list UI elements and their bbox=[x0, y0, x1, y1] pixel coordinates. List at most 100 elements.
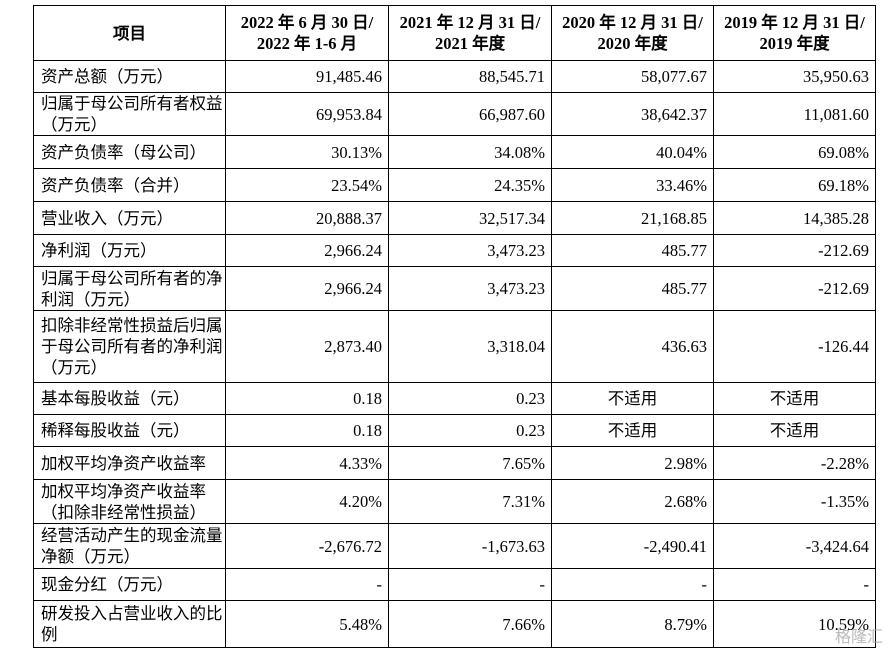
value-cell: 32,517.34 bbox=[388, 201, 552, 235]
value-cell: 66,987.60 bbox=[388, 92, 552, 136]
data-row: 净利润（万元） 2,966.24 3,473.23 485.77 -212.69 bbox=[33, 234, 876, 267]
data-row: 扣除非经常性损益后归属于母公司所有者的净利润（万元） 2,873.40 3,318.… bbox=[33, 310, 876, 383]
value-cell: 2,966.24 bbox=[225, 234, 389, 267]
value-cell: -3,424.64 bbox=[713, 523, 876, 569]
row-label: 资产总额（万元） bbox=[33, 60, 226, 93]
value-cell: -1.35% bbox=[713, 479, 876, 524]
header-text: 2022 年 6 月 30 日/ bbox=[240, 13, 374, 32]
data-row: 稀释每股收益（元） 0.18 0.23 不适用 不适用 bbox=[33, 414, 876, 447]
value-cell: 4.20% bbox=[225, 479, 389, 524]
value-cell: -1,673.63 bbox=[388, 523, 552, 569]
data-row: 经营活动产生的现金流量净额（万元） -2,676.72 -1,673.63 -2,49… bbox=[33, 523, 876, 569]
value-cell: 20,888.37 bbox=[225, 201, 389, 235]
row-label: 现金分红（万元） bbox=[33, 568, 226, 601]
value-cell: 2.68% bbox=[551, 479, 714, 524]
value-cell: -2,490.41 bbox=[551, 523, 714, 569]
row-label: 基本每股收益（元） bbox=[33, 382, 226, 415]
header-cell: 2022 年 6 月 30 日/2022 年 1-6 月 bbox=[225, 5, 389, 61]
watermark: 格隆汇 bbox=[834, 627, 883, 646]
value-cell: 不适用 bbox=[551, 382, 714, 415]
value-cell: 7.66% bbox=[388, 600, 552, 648]
header-text: 2021 年度 bbox=[434, 34, 506, 53]
header-text: 2020 年 12 月 31 日/ bbox=[562, 13, 703, 32]
value-cell: 7.31% bbox=[388, 479, 552, 524]
value-cell: 10.59% bbox=[713, 600, 876, 648]
value-cell: 不适用 bbox=[713, 382, 876, 415]
value-cell: 69.18% bbox=[713, 168, 876, 202]
value-cell: - bbox=[388, 568, 552, 601]
value-cell: 3,473.23 bbox=[388, 234, 552, 267]
row-label: 经营活动产生的现金流量净额（万元） bbox=[33, 523, 226, 569]
value-cell: 2,873.40 bbox=[225, 310, 389, 383]
value-cell: - bbox=[225, 568, 389, 601]
row-label: 研发投入占营业收入的比例 bbox=[33, 600, 226, 648]
value-cell: 2,966.24 bbox=[225, 266, 389, 311]
value-cell: 不适用 bbox=[551, 414, 714, 447]
value-cell: -212.69 bbox=[713, 234, 876, 267]
data-row: 基本每股收益（元） 0.18 0.23 不适用 不适用 bbox=[33, 382, 876, 415]
row-label: 营业收入（万元） bbox=[33, 201, 226, 235]
value-cell: 38,642.37 bbox=[551, 92, 714, 136]
value-cell: 485.77 bbox=[551, 266, 714, 311]
value-cell: 7.65% bbox=[388, 446, 552, 480]
row-label: 扣除非经常性损益后归属于母公司所有者的净利润（万元） bbox=[33, 310, 226, 383]
header-text: 2022 年 1-6 月 bbox=[256, 34, 358, 53]
data-row: 归属于母公司所有者的净利润（万元） 2,966.24 3,473.23 485.77-… bbox=[33, 266, 876, 311]
data-row: 加权平均净资产收益率 4.33% 7.65% 2.98% -2.28% bbox=[33, 446, 876, 480]
value-cell: 5.48% bbox=[225, 600, 389, 648]
header-cell: 2019 年 12 月 31 日/2019 年度 bbox=[713, 5, 876, 61]
value-cell: 23.54% bbox=[225, 168, 389, 202]
row-label: 资产负债率（母公司） bbox=[33, 135, 226, 169]
row-label: 归属于母公司所有者的净利润（万元） bbox=[33, 266, 226, 311]
row-label: 资产负债率（合并） bbox=[33, 168, 226, 202]
value-cell: 30.13% bbox=[225, 135, 389, 169]
header-cell: 2020 年 12 月 31 日/2020 年度 bbox=[551, 5, 714, 61]
data-row: 现金分红（万元） - - - - bbox=[33, 568, 876, 601]
row-label: 加权平均净资产收益率 bbox=[33, 446, 226, 480]
data-row: 归属于母公司所有者权益（万元） 69,953.84 66,987.60 38,642.… bbox=[33, 92, 876, 136]
header-row: 项目 2022 年 6 月 30 日/2022 年 1-6 月 2021 年 12 … bbox=[33, 5, 876, 61]
value-cell: 21,168.85 bbox=[551, 201, 714, 235]
value-cell: -212.69 bbox=[713, 266, 876, 311]
financial-table: 项目 2022 年 6 月 30 日/2022 年 1-6 月 2021 年 12 … bbox=[33, 5, 876, 648]
header-text: 2019 年度 bbox=[759, 34, 830, 53]
value-cell: 0.23 bbox=[388, 414, 552, 447]
header-text: 2020 年度 bbox=[597, 34, 668, 53]
value-cell: -126.44 bbox=[713, 310, 876, 383]
value-cell: 8.79% bbox=[551, 600, 714, 648]
value-cell: -2,676.72 bbox=[225, 523, 389, 569]
value-cell: 436.63 bbox=[551, 310, 714, 383]
value-cell: 0.23 bbox=[388, 382, 552, 415]
data-row: 资产负债率（合并） 23.54% 24.35% 33.46% 69.18% bbox=[33, 168, 876, 202]
row-label: 稀释每股收益（元） bbox=[33, 414, 226, 447]
data-row: 资产总额（万元） 91,485.46 88,545.71 58,077.67 35,95… bbox=[33, 60, 876, 93]
data-row: 资产负债率（母公司） 30.13% 34.08% 40.04% 69.08% bbox=[33, 135, 876, 169]
value-cell: 485.77 bbox=[551, 234, 714, 267]
value-cell: - bbox=[551, 568, 714, 601]
row-label: 净利润（万元） bbox=[33, 234, 226, 267]
value-cell: 3,318.04 bbox=[388, 310, 552, 383]
value-cell: 88,545.71 bbox=[388, 60, 552, 93]
row-label: 归属于母公司所有者权益（万元） bbox=[33, 92, 226, 136]
value-cell: - bbox=[713, 568, 876, 601]
value-cell: 0.18 bbox=[225, 382, 389, 415]
value-cell: 40.04% bbox=[551, 135, 714, 169]
value-cell: 91,485.46 bbox=[225, 60, 389, 93]
value-cell: 11,081.60 bbox=[713, 92, 876, 136]
header-text: 2021 年 12 月 31 日/ bbox=[399, 13, 541, 32]
value-cell: 24.35% bbox=[388, 168, 552, 202]
value-cell: -2.28% bbox=[713, 446, 876, 480]
value-cell: 0.18 bbox=[225, 414, 389, 447]
value-cell: 2.98% bbox=[551, 446, 714, 480]
value-cell: 4.33% bbox=[225, 446, 389, 480]
value-cell: 33.46% bbox=[551, 168, 714, 202]
data-row: 加权平均净资产收益率（扣除非经常性损益） 4.20% 7.31% 2.68% -1.35… bbox=[33, 479, 876, 524]
value-cell: 69.08% bbox=[713, 135, 876, 169]
header-text: 2019 年 12 月 31 日/ bbox=[724, 13, 865, 32]
value-cell: 69,953.84 bbox=[225, 92, 389, 136]
header-cell: 2021 年 12 月 31 日/2021 年度 bbox=[388, 5, 552, 61]
row-label: 加权平均净资产收益率（扣除非经常性损益） bbox=[33, 479, 226, 524]
value-cell: 34.08% bbox=[388, 135, 552, 169]
data-row: 研发投入占营业收入的比例 5.48% 7.66% 8.79% 10.59% bbox=[33, 600, 876, 648]
